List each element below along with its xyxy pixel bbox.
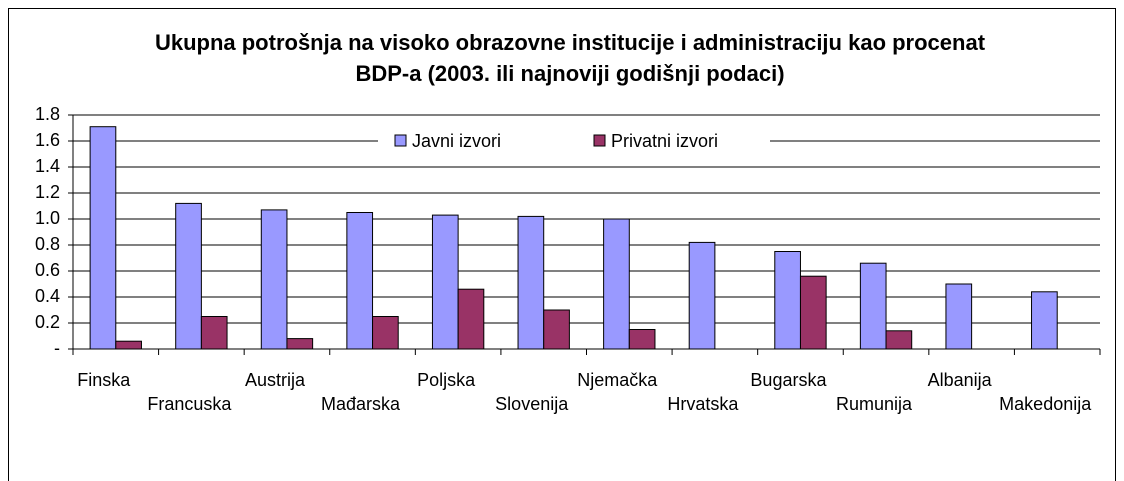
x-tick-label: Francuska — [147, 394, 232, 414]
bar — [372, 316, 399, 350]
bar — [175, 202, 202, 350]
bar — [1031, 291, 1058, 350]
y-tick-label: 1.4 — [35, 156, 60, 176]
bar — [774, 251, 801, 350]
x-tick-label: Rumunija — [836, 394, 913, 414]
bar — [115, 340, 142, 350]
y-tick-label: 0.4 — [35, 286, 60, 306]
bar — [517, 215, 545, 350]
legend-label: Javni izvori — [412, 131, 501, 151]
x-tick-label: Poljska — [417, 370, 476, 390]
y-tick-label: 0.2 — [35, 312, 60, 332]
bar — [457, 288, 485, 350]
y-tick-label: 1.0 — [35, 208, 60, 228]
x-tick-label: Albanija — [928, 370, 993, 390]
y-tick-label: 1.2 — [35, 182, 60, 202]
y-tick-label: 1.6 — [35, 130, 60, 150]
legend-box — [378, 128, 770, 155]
bar — [346, 212, 374, 350]
x-tick-label: Hrvatska — [667, 394, 739, 414]
legend-swatch — [394, 134, 407, 147]
bar — [688, 241, 716, 350]
bar — [286, 338, 314, 350]
x-tick-label: Mađarska — [321, 394, 401, 414]
chart-title: Ukupna potrošnja na visoko obrazovne ins… — [155, 30, 986, 55]
legend-swatch — [593, 134, 606, 147]
legend-label: Privatni izvori — [611, 131, 718, 151]
y-tick-label: 0.6 — [35, 260, 60, 280]
bar — [200, 316, 228, 350]
bar — [543, 309, 570, 350]
bar — [945, 283, 973, 350]
x-tick-label: Finska — [77, 370, 131, 390]
bar — [859, 262, 887, 350]
x-tick-label: Bugarska — [750, 370, 827, 390]
chart-title: BDP-a (2003. ili najnoviji godišnji poda… — [355, 61, 784, 86]
bar — [89, 126, 117, 350]
bar — [799, 275, 827, 350]
x-tick-label: Njemačka — [577, 370, 658, 390]
bar — [885, 330, 913, 350]
bar — [628, 329, 656, 350]
y-tick-label: 1.8 — [35, 104, 60, 124]
y-tick-label: 0.8 — [35, 234, 60, 254]
bar — [603, 218, 630, 350]
x-tick-label: Slovenija — [495, 394, 569, 414]
x-tick-label: Makedonija — [999, 394, 1092, 414]
x-tick-label: Austrija — [245, 370, 306, 390]
bar — [260, 209, 288, 350]
y-tick-label: - — [54, 338, 60, 358]
bar — [431, 214, 459, 350]
